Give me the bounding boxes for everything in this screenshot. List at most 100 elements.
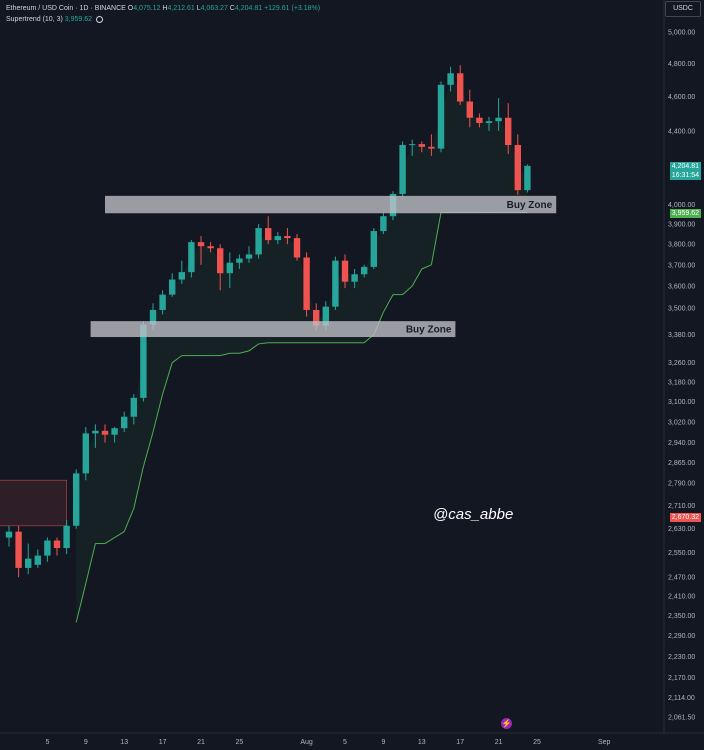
- buy-zone-rect: [105, 195, 557, 214]
- currency-button[interactable]: USDC: [665, 1, 701, 17]
- candle-body: [505, 117, 512, 146]
- candle: [130, 394, 137, 425]
- indicator-name[interactable]: Supertrend (10, 3): [6, 16, 63, 23]
- legend-close: 4,204.81: [234, 5, 263, 12]
- lightning-icon[interactable]: ⚡: [501, 718, 512, 729]
- y-tick-label: 3,500.00: [668, 305, 695, 312]
- candle: [466, 89, 473, 128]
- y-tick-label: 4,600.00: [668, 94, 695, 101]
- candle-body: [514, 145, 521, 191]
- y-tick-label: 3,020.00: [668, 419, 695, 426]
- bar-countdown: 16:31:54: [671, 172, 699, 179]
- y-tick-label: 2,290.00: [668, 633, 695, 640]
- candle: [245, 246, 253, 263]
- indicator-settings-icon[interactable]: [95, 15, 103, 23]
- candle: [485, 116, 493, 131]
- legend-symbol-row: Ethereum / USD Coin · 1D · BINANCE O4,07…: [6, 5, 321, 12]
- supertrend-segment: [142, 431, 154, 467]
- legend-indicator-row[interactable]: Supertrend (10, 3) 3,959.62: [6, 14, 320, 25]
- x-tick-label: 21: [197, 739, 205, 746]
- y-tick-label: 2,550.00: [668, 550, 695, 557]
- candle-body: [447, 73, 454, 85]
- candle: [207, 242, 214, 253]
- candle: [428, 134, 435, 156]
- candle-body: [274, 236, 281, 241]
- candle: [274, 232, 281, 245]
- candle-body: [495, 117, 502, 122]
- candle-body: [197, 242, 205, 247]
- y-tick-label: 3,260.00: [668, 360, 695, 367]
- y-tick-label: 2,170.00: [668, 675, 695, 682]
- candle: [197, 236, 205, 265]
- candle-body: [92, 430, 99, 434]
- last-price-tag: 4,204.81 16:31:54: [669, 162, 701, 180]
- candle-body: [476, 117, 483, 123]
- candle: [495, 98, 502, 131]
- candle: [284, 228, 291, 245]
- candle-body: [207, 246, 214, 249]
- candle-body: [313, 309, 320, 326]
- supertrend-segment: [114, 531, 125, 538]
- candle: [514, 134, 521, 195]
- candle: [418, 141, 425, 153]
- candle: [217, 244, 224, 291]
- y-tick-label: 2,114.00: [668, 695, 695, 702]
- candle: [505, 103, 512, 155]
- x-tick-label: Aug: [300, 739, 313, 746]
- candle-body: [82, 433, 89, 474]
- y-tick-label: 2,865.00: [668, 460, 695, 467]
- y-tick-label: 2,940.00: [668, 440, 695, 447]
- chart-legend: Ethereum / USD Coin · 1D · BINANCE O4,07…: [6, 3, 320, 25]
- x-tick-label: Sep: [598, 739, 611, 746]
- candle-body: [361, 266, 368, 275]
- y-tick-label: 3,700.00: [668, 262, 695, 269]
- y-tick-label: 2,061.50: [668, 715, 695, 722]
- candle-body: [265, 228, 272, 241]
- y-tick-label: 2,230.00: [668, 654, 695, 661]
- indicator-value: 3,959.62: [64, 16, 93, 23]
- candle: [169, 273, 176, 297]
- candle-body: [25, 558, 32, 568]
- supertrend-segment: [133, 466, 144, 509]
- candle: [226, 252, 233, 289]
- candle-body: [466, 101, 473, 118]
- candle-body: [322, 306, 329, 326]
- y-tick-label: 3,100.00: [668, 399, 695, 406]
- candle-body: [399, 145, 406, 194]
- supertrend-segment: [402, 285, 413, 295]
- candle: [351, 268, 358, 289]
- candle-body: [457, 73, 464, 102]
- x-tick-label: 9: [84, 739, 88, 746]
- candle: [437, 81, 445, 153]
- supertrend-segment: [162, 362, 173, 395]
- y-tick-label: 4,800.00: [668, 61, 695, 68]
- y-tick-label: 4,000.00: [668, 202, 695, 209]
- candle: [159, 290, 166, 315]
- x-tick-label: 5: [45, 739, 49, 746]
- y-tick-label: 3,600.00: [668, 283, 695, 290]
- candle: [293, 234, 301, 261]
- candle: [236, 254, 243, 269]
- candle-body: [140, 324, 147, 398]
- supertrend-segment: [411, 268, 423, 287]
- supertrend-segment: [382, 294, 394, 313]
- candle: [303, 252, 310, 317]
- x-tick-label: 13: [120, 739, 128, 746]
- candle: [341, 254, 349, 289]
- supertrend-segment: [248, 343, 259, 352]
- supertrend-segment: [171, 355, 183, 364]
- y-tick-label: 4,400.00: [668, 128, 695, 135]
- candle: [5, 525, 13, 547]
- candle-body: [34, 555, 41, 565]
- candle-body: [73, 473, 80, 526]
- candle: [15, 525, 22, 578]
- candle: [121, 411, 128, 433]
- candle-body: [149, 309, 157, 325]
- candle-body: [188, 242, 195, 273]
- y-tick-label: 3,380.00: [668, 332, 695, 339]
- candle-body: [332, 260, 339, 307]
- candle: [111, 426, 118, 443]
- candle-body: [293, 238, 301, 258]
- y-tick-label: 2,790.00: [668, 481, 695, 488]
